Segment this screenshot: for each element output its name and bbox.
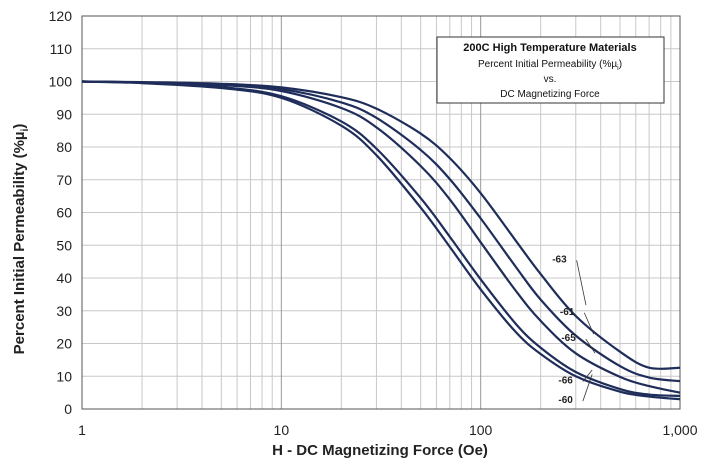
y-tick-label: 110: [50, 41, 73, 57]
legend-subtitle-line-1-close: ): [619, 59, 622, 70]
y-tick-label: 70: [56, 172, 72, 188]
legend-subtitle-line-1: Percent Initial Permeability (%µi): [478, 59, 622, 72]
series-label-leader-60: [582, 374, 593, 402]
x-tick-label: 1,000: [662, 422, 697, 438]
y-tick-label: 20: [56, 336, 72, 352]
series-label-leader-66: [582, 369, 593, 382]
y-tick-label: 90: [56, 106, 72, 122]
legend-subtitle-line-3: DC Magnetizing Force: [500, 89, 600, 100]
y-tick-label: 50: [56, 237, 72, 253]
x-tick-label: 100: [469, 422, 493, 438]
x-tick-label: 10: [274, 422, 290, 438]
series-label-leader-65: [585, 338, 596, 354]
y-tick-label: 0: [64, 401, 72, 417]
series-label-leader-61: [583, 312, 595, 335]
y-axis-title-sub: i: [20, 128, 31, 131]
y-tick-label: 60: [56, 205, 72, 221]
series-label-63: -63: [552, 254, 567, 265]
y-tick-label: 30: [56, 303, 72, 319]
x-tick-label: 1: [78, 422, 86, 438]
legend-frame: [436, 36, 665, 104]
series-label-65: -65: [561, 333, 576, 344]
y-axis-tick-labels: 0 10 20 30 40 50 60 70 80 90 100 110 120: [49, 8, 73, 417]
legend-box: 200C High Temperature Materials Percent …: [436, 36, 665, 104]
y-tick-label: 120: [49, 8, 73, 24]
series-line-60: [81, 80, 681, 401]
series-label-61: -61: [560, 307, 575, 318]
y-tick-label: 80: [56, 139, 72, 155]
legend-title: 200C High Temperature Materials: [463, 42, 636, 54]
x-axis-tick-labels: 1 10 100 1,000: [78, 422, 698, 438]
series-label-60: -60: [558, 395, 573, 406]
legend-subtitle-line-1-sub: i: [617, 65, 619, 72]
y-tick-label: 100: [49, 74, 73, 90]
series-label-leader-63: [576, 260, 587, 306]
series-line-65: [81, 80, 681, 394]
y-tick-label: 40: [56, 270, 72, 286]
legend-subtitle-line-2: vs.: [544, 74, 557, 85]
x-axis-title: H - DC Magnetizing Force (Oe): [272, 442, 488, 459]
y-axis-title-main: Percent Initial Permeability (%µ: [11, 131, 28, 354]
series-label-66: -66: [558, 376, 573, 387]
series-lines: [81, 80, 681, 401]
series-labels: -63 -61 -65 -66 -60: [552, 254, 596, 406]
legend-subtitle-line-1-main: Percent Initial Permeability (%µ: [478, 59, 617, 70]
y-tick-label: 10: [56, 368, 72, 384]
plot-frame: [81, 15, 681, 410]
y-axis-title-close: ): [11, 124, 28, 129]
y-axis-title: Percent Initial Permeability (%µi): [11, 124, 31, 355]
